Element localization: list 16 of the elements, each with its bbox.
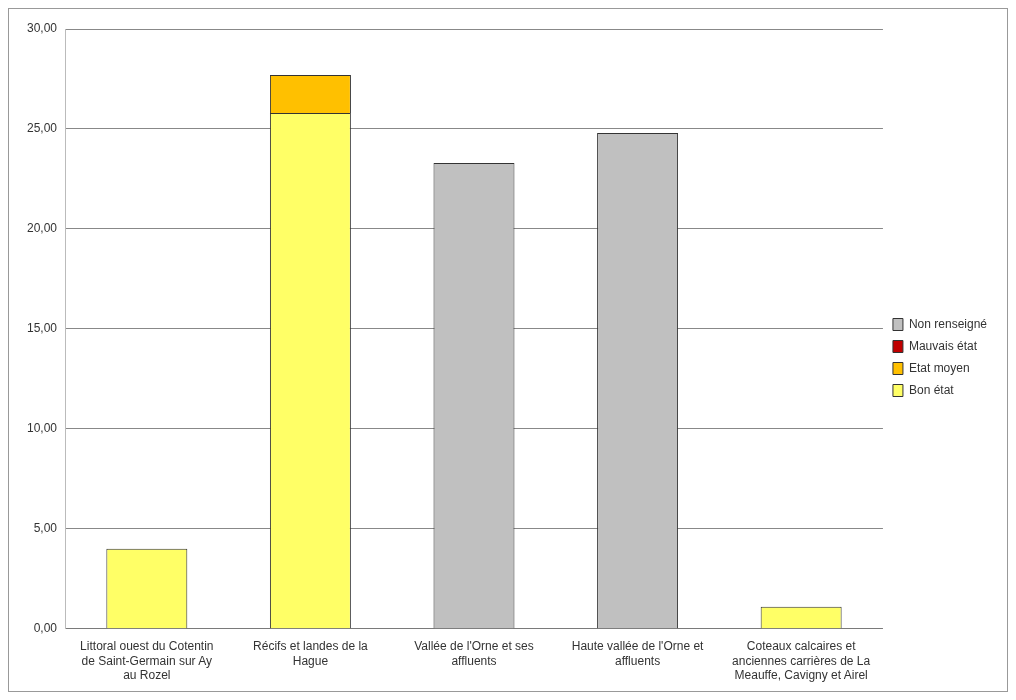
x-tick-label: Récifs et landes de la Hague — [253, 639, 369, 668]
legend-label: Mauvais état — [908, 338, 978, 353]
x-tick-label: Vallée de l'Orne et ses affluents — [414, 639, 534, 668]
y-tick-label: 30,00 — [27, 21, 58, 36]
x-tick-label: Littoral ouest du Cotentin de Saint-Germain sur Ay au Rozel — [80, 639, 214, 683]
legend-label: Bon état — [908, 382, 955, 397]
y-tick-label: 0,00 — [33, 621, 58, 636]
y-tick-label: 20,00 — [27, 221, 58, 236]
y-tick-label: 25,00 — [27, 121, 58, 136]
y-tick-label: 15,00 — [27, 321, 58, 336]
x-tick-label: Coteaux calcaires et anciennes carrières de La Meauffe, Cavigny et Airel — [732, 639, 871, 683]
x-tick-label: Haute vallée de l'Orne et affluents — [571, 639, 705, 668]
y-tick-label: 10,00 — [27, 421, 58, 436]
legend-label: Non renseigné — [908, 316, 988, 331]
y-tick-label: 5,00 — [33, 521, 58, 536]
legend-label: Etat moyen — [908, 360, 970, 375]
